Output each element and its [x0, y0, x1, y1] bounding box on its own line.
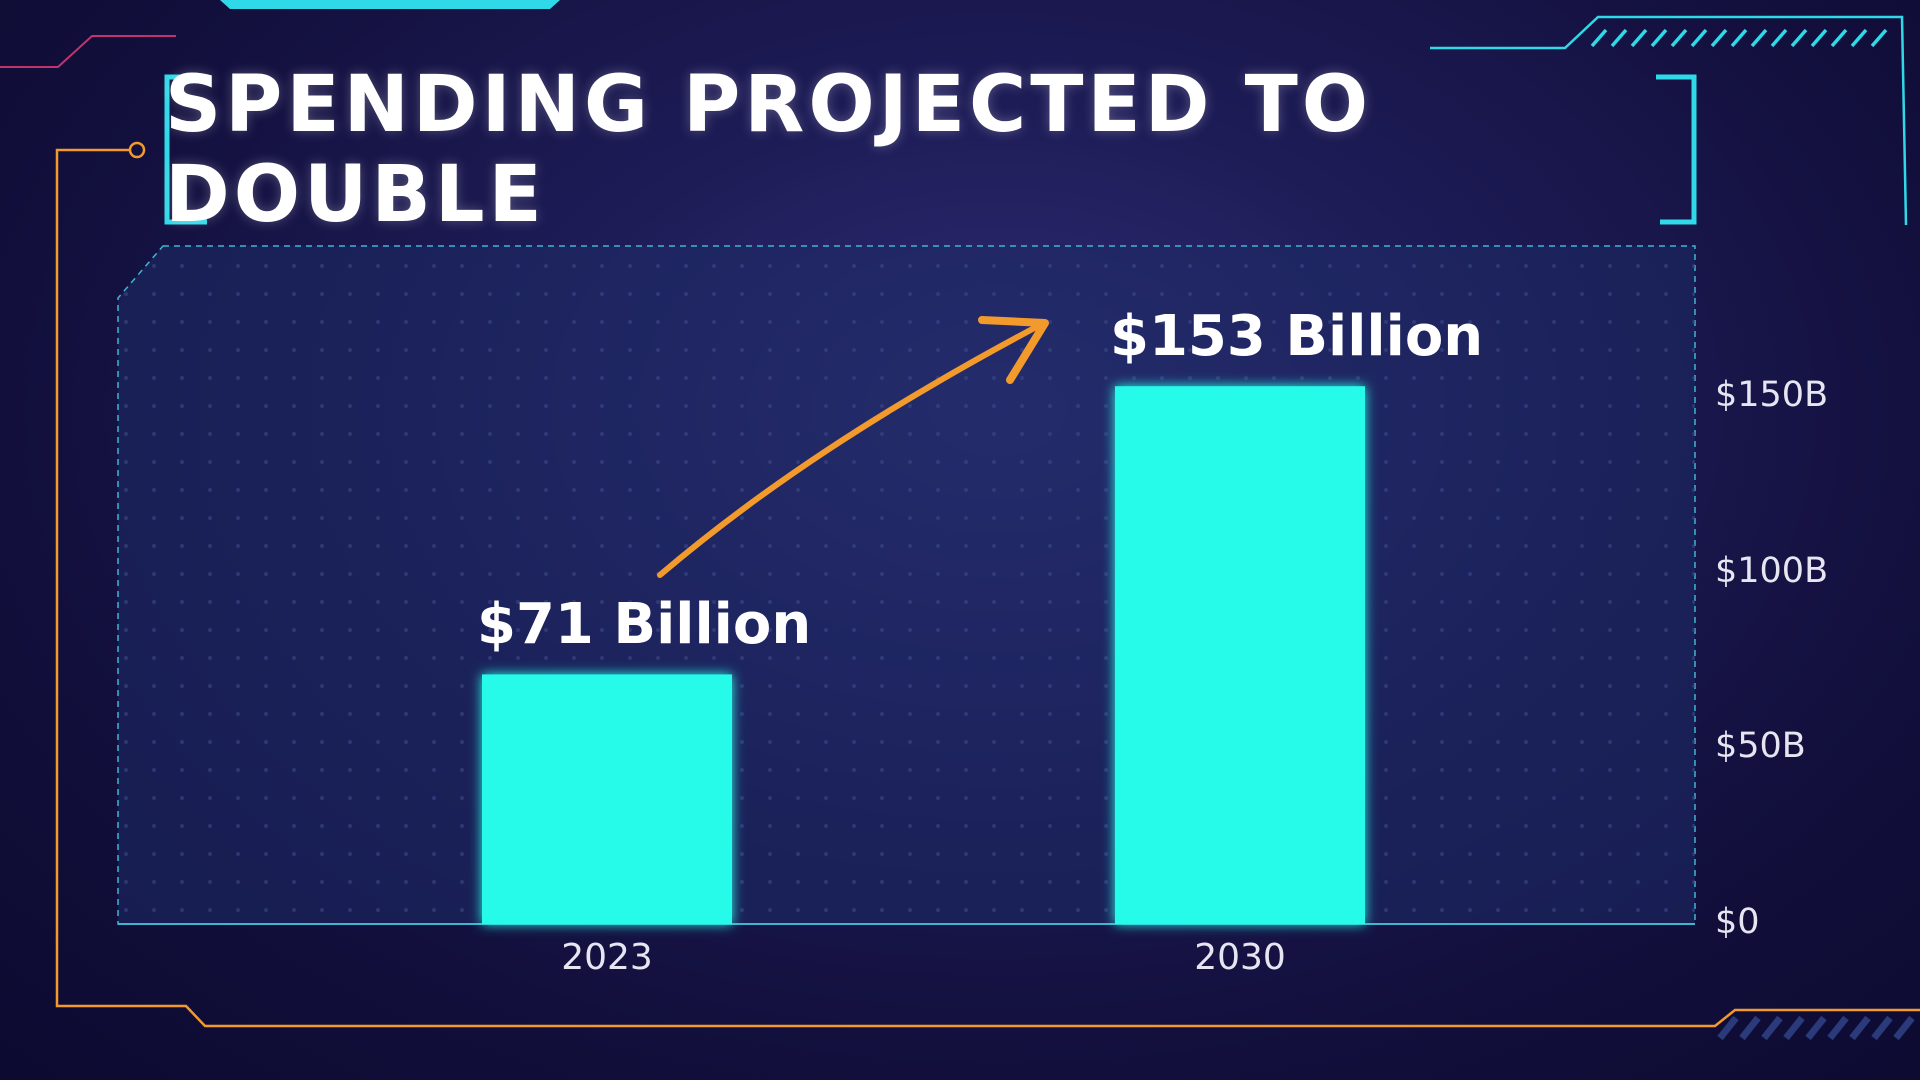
- circuit-line-pink: [0, 35, 176, 68]
- hatch-stripes-bottom: [1717, 1015, 1915, 1041]
- growth-arrow-head: [978, 316, 1049, 384]
- bars: [482, 386, 1365, 925]
- circuit-node: [128, 141, 146, 159]
- y-tick-label-50: $50B: [1715, 726, 1806, 767]
- top-accent-bar: [220, 0, 560, 9]
- y-tick-label-0: $0: [1715, 902, 1760, 942]
- y-tick-label-150: $150B: [1715, 374, 1829, 415]
- circuit-frame-orange: [55, 148, 1920, 1028]
- bar-value-label-2023: $71 Billion: [477, 592, 812, 658]
- bar-2030: [1115, 386, 1365, 925]
- x-tick-label-2023: 2023: [561, 937, 653, 978]
- hatch-stripes-top: [1590, 28, 1888, 48]
- title-bracket-left: [164, 74, 207, 225]
- bar-value-label-2030: $153 Billion: [1110, 304, 1484, 370]
- circuit-line-cyan: [1430, 15, 1908, 226]
- title-bracket-right: [1656, 74, 1697, 225]
- y-tick-label-100: $100B: [1715, 550, 1829, 591]
- bar-2023: [482, 674, 732, 924]
- growth-arrow: [657, 322, 1043, 578]
- x-tick-label-2030: 2030: [1194, 937, 1286, 978]
